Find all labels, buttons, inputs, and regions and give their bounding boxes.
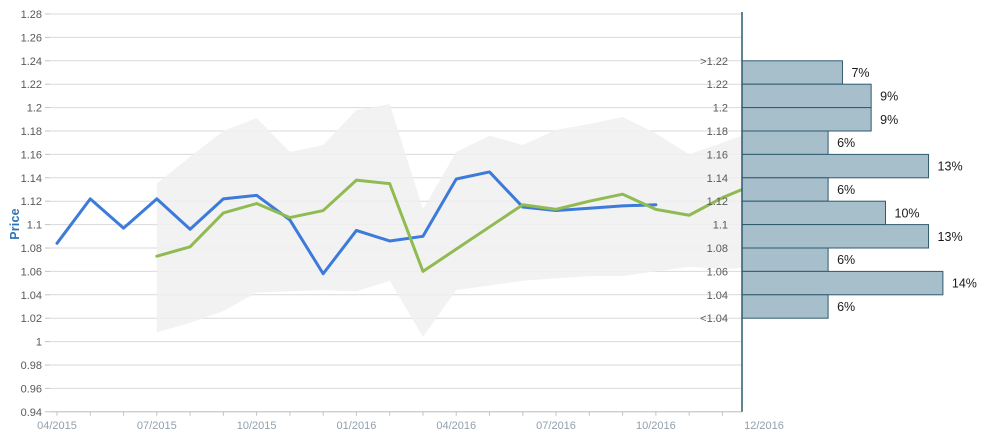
x-tick-label: 07/2016 (536, 420, 576, 432)
histogram-bin-label: 1.04 (707, 290, 728, 302)
histogram-bar (741, 177, 829, 202)
y-tick-label: 1.1 (27, 220, 42, 232)
y-tick-label: 1.16 (21, 149, 42, 161)
histogram-pct-label: 13% (938, 160, 963, 174)
histogram-bin-label: 1.18 (707, 126, 728, 138)
y-tick-label: 0.96 (21, 383, 42, 395)
y-tick-label: 1.2 (27, 103, 42, 115)
y-tick-label: 1.22 (21, 79, 42, 91)
y-tick-label: 0.98 (21, 360, 42, 372)
histogram-pct-label: 9% (880, 113, 898, 127)
histogram-bin-label: 1.22 (707, 79, 728, 91)
histogram-bin-label: 1.12 (707, 196, 728, 208)
histogram-bar (741, 60, 843, 85)
y-tick-label: 1.12 (21, 196, 42, 208)
histogram-bin-label: 1.1 (713, 220, 728, 232)
y-tick-label: 1.26 (21, 32, 42, 44)
histogram-date-label: 12/2016 (744, 420, 784, 432)
histogram-pct-label: 7% (851, 66, 869, 80)
x-tick-label: 10/2015 (237, 420, 277, 432)
histogram-bin-label: <1.04 (700, 313, 728, 325)
y-tick-label: 1.14 (21, 173, 42, 185)
histogram-bin-label: 1.16 (707, 149, 728, 161)
x-tick-label: 01/2016 (337, 420, 377, 432)
histogram-pct-label: 10% (895, 206, 920, 220)
histogram-bin-label: 1.14 (707, 173, 728, 185)
histogram-pct-label: 13% (938, 230, 963, 244)
histogram-bar (741, 153, 930, 179)
y-tick-label: 0.94 (21, 407, 42, 419)
histogram-pct-label: 6% (837, 183, 855, 197)
histogram-bar (741, 83, 872, 109)
histogram-pct-label: 9% (880, 89, 898, 103)
histogram-bin-label: >1.22 (700, 56, 728, 68)
y-tick-label: 1.02 (21, 313, 42, 325)
histogram-bin-label: 1.06 (707, 266, 728, 278)
histogram-pct-label: 6% (837, 300, 855, 314)
y-tick-label: 1.18 (21, 126, 42, 138)
histogram-pct-label: 6% (837, 136, 855, 150)
histogram-bar (741, 130, 829, 155)
x-tick-label: 04/2015 (37, 420, 77, 432)
histogram-bin-label: 1.2 (713, 103, 728, 115)
x-tick-label: 04/2016 (436, 420, 476, 432)
histogram-pct-label: 14% (952, 277, 977, 291)
histogram-bar (741, 247, 829, 272)
histogram-bar (741, 270, 944, 296)
x-tick-label: 07/2015 (137, 420, 177, 432)
y-tick-label: 1.04 (21, 290, 42, 302)
histogram-pct-label: 6% (837, 253, 855, 267)
y-tick-label: 1.24 (21, 56, 42, 68)
confidence-band (156, 104, 742, 337)
y-tick-label: 1.08 (21, 243, 42, 255)
y-tick-label: 1.06 (21, 266, 42, 278)
histogram-bar (741, 294, 829, 319)
histogram-bar (741, 224, 930, 249)
x-tick-label: 10/2016 (636, 420, 676, 432)
y-tick-label: 1.28 (21, 9, 42, 21)
histogram-bin-label: 1.08 (707, 243, 728, 255)
histogram-bar (741, 200, 886, 226)
histogram-bar (741, 107, 872, 132)
forecast-price-line (155, 178, 744, 273)
y-tick-label: 1 (36, 337, 42, 349)
